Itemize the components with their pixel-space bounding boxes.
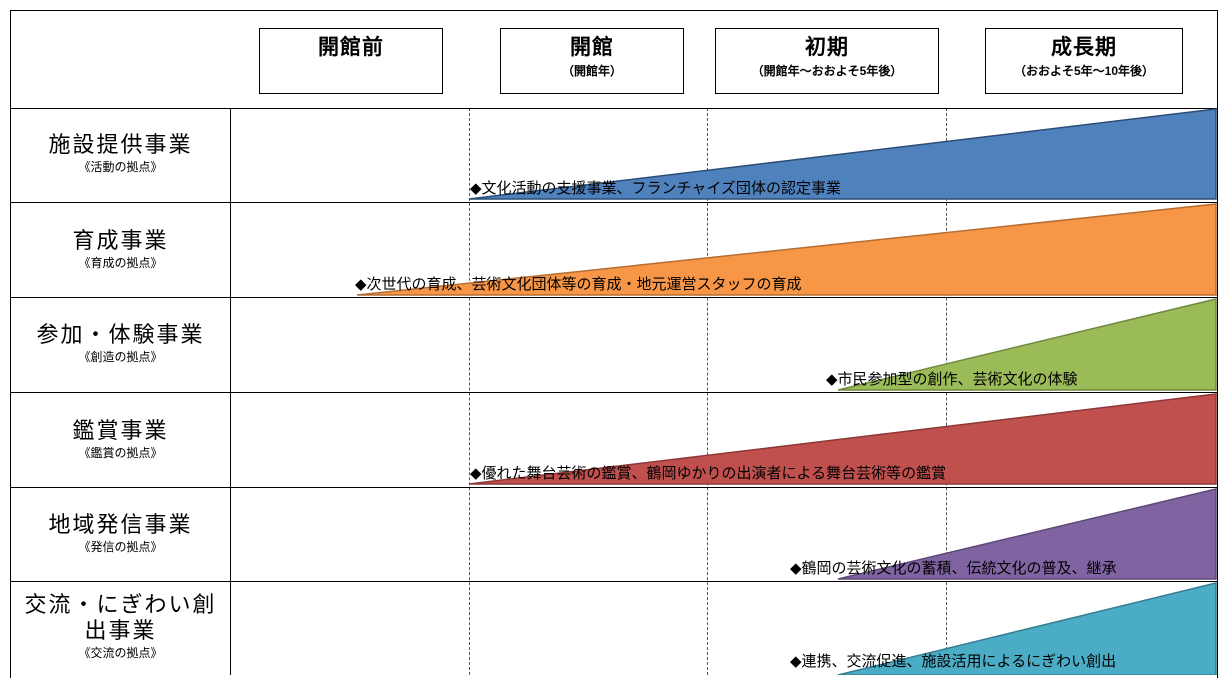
- column-divider: [469, 108, 470, 675]
- row-label-participation: 参加・体験事業 《創造の拠点》: [11, 322, 230, 364]
- row-divider: [10, 581, 1217, 582]
- row-hub: 《活動の拠点》: [78, 160, 163, 174]
- activity-label-regional: ◆鶴岡の芸術文化の蓄積、伝統文化の普及、継承: [790, 560, 1117, 577]
- phase-title: 開館前: [318, 36, 384, 59]
- row-divider: [10, 202, 1217, 203]
- column-divider: [946, 108, 947, 675]
- activity-label-participation: ◆市民参加型の創作、芸術文化の体験: [826, 371, 1078, 388]
- row-hub: 《交流の拠点》: [78, 646, 163, 660]
- wedge-appreciation: [468, 393, 1217, 485]
- phase-header-opening: 開館 （開館年）: [500, 28, 684, 94]
- row-divider: [10, 297, 1217, 298]
- phase-title: 成長期: [1051, 36, 1117, 59]
- row-label-training: 育成事業 《育成の拠点》: [11, 228, 230, 270]
- row-name: 施設提供事業: [48, 132, 193, 157]
- row-name: 参加・体験事業: [36, 322, 205, 347]
- row-name: 鑑賞事業: [72, 418, 169, 443]
- column-divider: [707, 108, 708, 675]
- row-label-appreciation: 鑑賞事業 《鑑賞の拠点》: [11, 418, 230, 460]
- wedge-participation: [837, 298, 1217, 391]
- row-label-exchange: 交流・にぎわい創 出事業 《交流の拠点》: [11, 592, 230, 660]
- row-name: 地域発信事業: [48, 512, 193, 537]
- phase-header-pre-opening: 開館前: [259, 28, 443, 94]
- activity-label-training: ◆次世代の育成、芸術文化団体等の育成・地元運営スタッフの育成: [355, 276, 802, 293]
- row-hub: 《発信の拠点》: [78, 540, 163, 554]
- wedge-facility: [468, 108, 1217, 200]
- row-hub: 《創造の拠点》: [78, 350, 163, 364]
- row-name: 育成事業: [72, 228, 169, 253]
- activity-label-facility: ◆文化活動の支援事業、フランチャイズ団体の認定事業: [470, 180, 841, 197]
- phase-title: 初期: [805, 36, 849, 59]
- label-column-border: [230, 108, 231, 675]
- activity-label-appreciation: ◆優れた舞台芸術の鑑賞、鶴岡ゆかりの出演者による舞台芸術等の鑑賞: [470, 465, 947, 482]
- phase-subtitle: （開館年）: [561, 64, 622, 78]
- activity-label-exchange: ◆連携、交流促進、施設活用によるにぎわい創出: [790, 653, 1117, 670]
- row-divider: [10, 108, 1217, 109]
- row-divider: [10, 392, 1217, 393]
- phase-title: 開館: [570, 36, 614, 59]
- phase-subtitle: （おおよそ5年～10年後）: [1013, 64, 1155, 78]
- row-label-facility: 施設提供事業 《活動の拠点》: [11, 132, 230, 174]
- row-name-line2: 出事業: [84, 618, 157, 643]
- row-name-line1: 交流・にぎわい創: [24, 592, 217, 617]
- row-label-regional: 地域発信事業 《発信の拠点》: [11, 512, 230, 554]
- row-divider: [10, 487, 1217, 488]
- wedge-regional: [837, 488, 1217, 580]
- phase-subtitle: （開館年～おおよそ5年後）: [751, 64, 903, 78]
- wedge-exchange: [837, 582, 1217, 675]
- row-hub: 《育成の拠点》: [78, 256, 163, 270]
- phase-header-initial: 初期 （開館年～おおよそ5年後）: [715, 28, 939, 94]
- row-hub: 《鑑賞の拠点》: [78, 446, 163, 460]
- phase-header-growth: 成長期 （おおよそ5年～10年後）: [985, 28, 1183, 94]
- wedge-training: [356, 203, 1217, 296]
